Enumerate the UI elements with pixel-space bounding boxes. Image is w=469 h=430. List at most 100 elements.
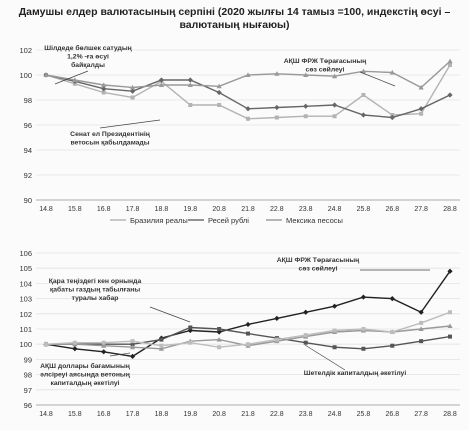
x-tick-label: 20.8 xyxy=(212,206,226,213)
y-tick-label: 99 xyxy=(24,355,32,364)
data-point xyxy=(274,115,279,120)
x-tick-label: 27.8 xyxy=(414,411,428,418)
data-point xyxy=(303,72,309,77)
data-point xyxy=(158,346,165,351)
data-point xyxy=(188,340,193,345)
data-point xyxy=(447,58,453,64)
x-tick-label: 15.8 xyxy=(68,411,82,418)
x-tick-label: 20.8 xyxy=(212,411,226,418)
y-tick-label: 92 xyxy=(24,171,32,180)
annotation-text: сөз сөйлеуі xyxy=(306,66,345,74)
data-point xyxy=(129,344,136,350)
data-point xyxy=(331,73,338,79)
data-point xyxy=(217,327,222,331)
data-point xyxy=(390,343,395,348)
data-point xyxy=(158,82,165,87)
data-point xyxy=(303,333,308,338)
data-point xyxy=(187,82,193,87)
x-tick-label: 17.8 xyxy=(126,411,140,418)
data-point xyxy=(101,349,107,355)
x-tick-label: 27.8 xyxy=(414,206,428,213)
y-tick-label: 96 xyxy=(24,401,32,410)
data-point xyxy=(389,296,395,302)
x-tick-label: 16.8 xyxy=(97,206,111,213)
data-point xyxy=(361,346,366,351)
data-point xyxy=(418,106,424,112)
data-point xyxy=(447,92,453,98)
data-point xyxy=(361,93,366,97)
x-tick-label: 15.8 xyxy=(68,206,82,213)
data-point xyxy=(332,114,337,119)
data-point xyxy=(159,337,164,342)
x-tick-label: 28.8 xyxy=(443,206,457,213)
x-tick-label: 26.8 xyxy=(385,206,399,213)
data-point xyxy=(360,294,367,300)
data-point xyxy=(303,340,308,345)
data-point xyxy=(360,68,367,74)
data-point xyxy=(217,103,222,107)
data-point xyxy=(389,69,395,75)
y-tick-label: 98 xyxy=(24,371,32,380)
legend-label: Бразилия реалы xyxy=(130,216,188,225)
x-tick-label: 19.8 xyxy=(183,206,197,213)
data-point xyxy=(245,321,251,328)
data-point xyxy=(101,82,107,87)
x-tick-label: 22.8 xyxy=(270,206,284,213)
annotation-text: АҚШ ФРЖ Төрағасының xyxy=(277,257,360,264)
data-point xyxy=(303,309,309,315)
data-point xyxy=(274,71,280,76)
data-point xyxy=(216,329,222,335)
data-point xyxy=(129,353,136,359)
y-tick-label: 96 xyxy=(24,121,32,130)
data-point xyxy=(129,84,136,90)
y-tick-label: 97 xyxy=(24,386,32,395)
data-point xyxy=(303,114,308,119)
y-tick-label: 105 xyxy=(19,264,32,273)
data-point xyxy=(130,95,135,100)
data-point xyxy=(418,326,424,331)
annotation-text: Сенат ел Президентінің xyxy=(70,130,151,138)
data-point xyxy=(274,337,279,342)
annotation-arrow xyxy=(149,306,191,323)
data-point xyxy=(418,309,424,315)
data-point xyxy=(448,63,452,67)
x-tick-label: 22.8 xyxy=(270,411,284,418)
data-point xyxy=(447,323,453,328)
data-point xyxy=(246,331,250,336)
annotation-text: 1,2% -ға өсуі xyxy=(67,53,109,61)
data-point xyxy=(331,303,338,309)
data-point xyxy=(159,343,164,348)
data-point xyxy=(360,112,367,118)
chart-title: Дамушы елдер валютасының серпіні (2020 ж… xyxy=(18,6,451,31)
data-point xyxy=(129,88,136,94)
data-point xyxy=(72,346,78,352)
x-tick-label: 17.8 xyxy=(126,206,140,213)
series-line xyxy=(45,311,451,348)
annotation-text: ветосын қабылдамады xyxy=(70,139,149,147)
data-point xyxy=(419,320,424,325)
annotation-text: туралы хабар xyxy=(72,294,119,302)
annotation-text: капиталдың әкетілуі xyxy=(51,379,120,387)
data-point xyxy=(390,330,395,335)
data-point xyxy=(332,328,337,333)
data-point xyxy=(245,106,251,112)
annotation-text: Шетелдік капиталдың әкетілуі xyxy=(304,369,407,377)
x-tick-label: 28.8 xyxy=(443,411,457,418)
x-tick-label: 19.8 xyxy=(183,411,197,418)
annotation-arrow xyxy=(54,70,89,85)
x-tick-label: 16.8 xyxy=(97,411,111,418)
x-tick-label: 25.8 xyxy=(357,411,371,418)
annotation-arrow xyxy=(99,119,161,129)
x-tick-label: 18.8 xyxy=(155,411,169,418)
y-tick-label: 102 xyxy=(19,310,32,319)
data-point xyxy=(274,315,280,321)
annotation-text: байқалды xyxy=(71,61,105,69)
data-point xyxy=(216,83,222,89)
x-tick-label: 25.8 xyxy=(357,206,371,213)
data-point xyxy=(158,77,165,83)
data-point xyxy=(130,342,135,347)
annotation-text: АҚШ доллары бағамының xyxy=(40,362,131,370)
data-point xyxy=(187,77,193,83)
data-point xyxy=(274,104,280,111)
